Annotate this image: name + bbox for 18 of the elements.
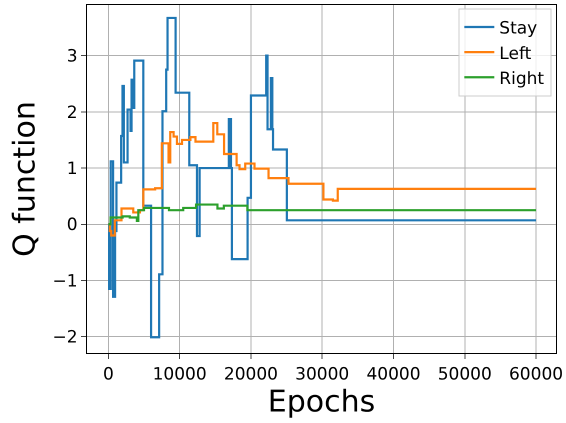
y-tick-label: 1	[66, 158, 78, 179]
x-tick-label: 60000	[508, 364, 564, 384]
legend-label: Stay	[499, 18, 538, 39]
legend-label: Left	[499, 44, 532, 64]
x-tick-label: 10000	[152, 364, 207, 384]
x-tick-label: 30000	[295, 364, 350, 384]
y-tick-label: 0	[66, 215, 78, 236]
y-axis-title: Q function	[8, 101, 43, 257]
y-tick-label: −2	[52, 328, 78, 348]
x-axis-title: Epochs	[268, 384, 376, 420]
x-tick-label: 0	[102, 364, 114, 384]
y-tick-label: 3	[66, 46, 78, 67]
legend-label: Right	[499, 68, 544, 89]
x-tick-label: 50000	[438, 364, 492, 384]
x-tick-label: 20000	[224, 364, 278, 384]
y-tick-label: 2	[66, 102, 78, 123]
y-tick-label: −1	[52, 271, 78, 292]
x-tick-label: 40000	[366, 364, 421, 384]
